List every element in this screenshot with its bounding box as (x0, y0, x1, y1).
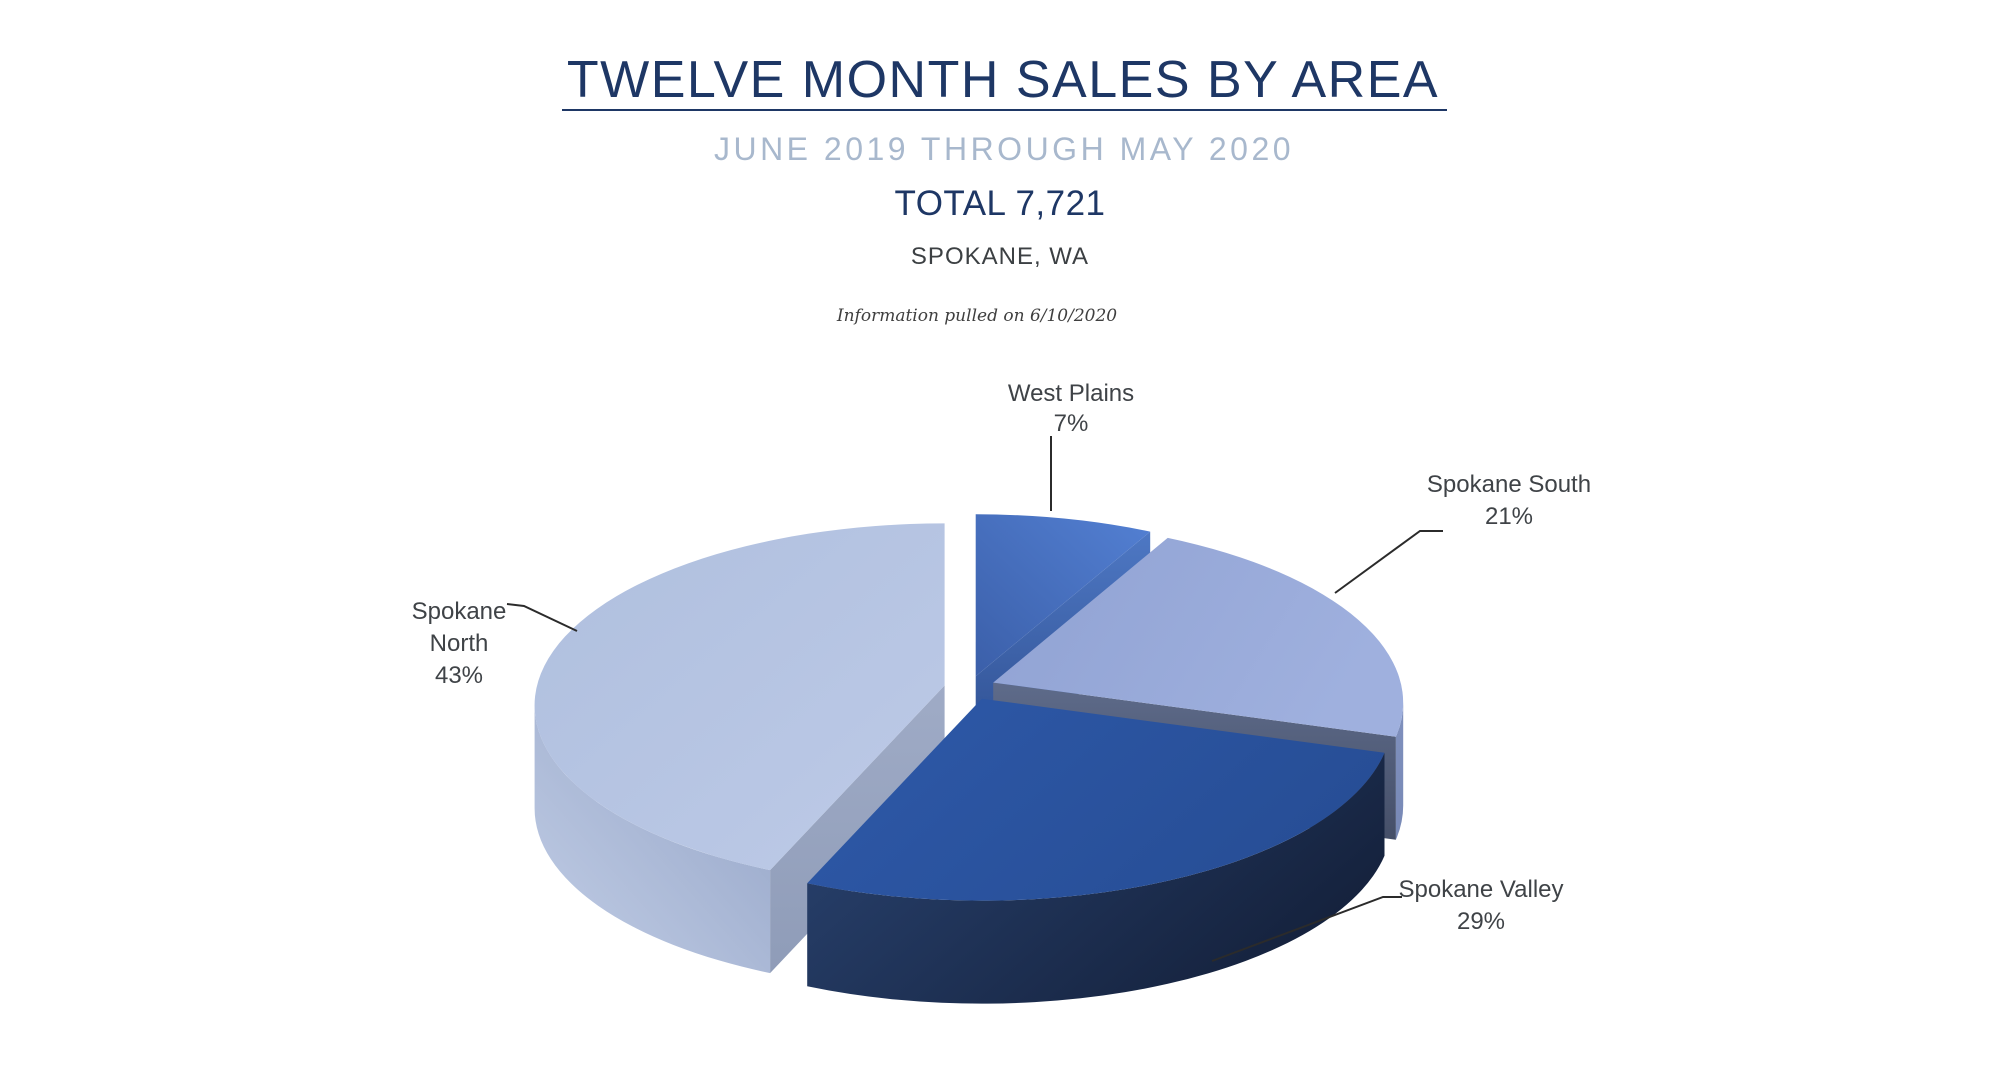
slice-label-spokane-valley: Spokane Valley 29% (1211, 876, 1564, 962)
slice-label-spokane-south: Spokane South 21% (1334, 471, 1591, 594)
slice-pct-label: 7% (1054, 410, 1089, 437)
slice-rim (1395, 702, 1404, 840)
pie-slice-spokane-valley (807, 698, 1385, 1004)
slice-pct-label: 43% (435, 662, 483, 689)
slice-name-label: Spokane Valley (1399, 876, 1564, 903)
slice-top (807, 698, 1385, 901)
slice-name-label: West Plains (1008, 380, 1134, 407)
slice-rim (534, 705, 771, 974)
leader-line (1334, 530, 1443, 594)
slice-top (534, 523, 945, 871)
total-label: TOTAL 7,721 (894, 184, 1105, 223)
pie-3d: West Plains 7% Spokane South 21% Spokane Val… (412, 380, 1591, 1004)
slice-top (993, 537, 1404, 737)
slice-pct-label: 21% (1485, 503, 1533, 530)
location-label: SPOKANE, WA (911, 243, 1089, 270)
page-title: TWELVE MONTH SALES BY AREA (567, 51, 1439, 109)
leader-line (1211, 896, 1402, 962)
report-subtitle: JUNE 2019 THROUGH MAY 2020 (714, 131, 1294, 167)
slice-rim (807, 752, 1385, 1004)
slice-label-spokane-north: Spokane North 43% (412, 598, 578, 689)
slice-pct-label: 29% (1457, 908, 1505, 935)
slice-top (975, 514, 1151, 677)
leader-line (506, 603, 578, 632)
slice-name-label: North (430, 630, 489, 657)
slice-name-label: Spokane South (1427, 471, 1591, 498)
pulled-date-note: Information pulled on 6/10/2020 (836, 306, 1117, 326)
slice-name-label: Spokane (412, 598, 507, 625)
slice-label-west-plains: West Plains 7% (1008, 380, 1134, 511)
